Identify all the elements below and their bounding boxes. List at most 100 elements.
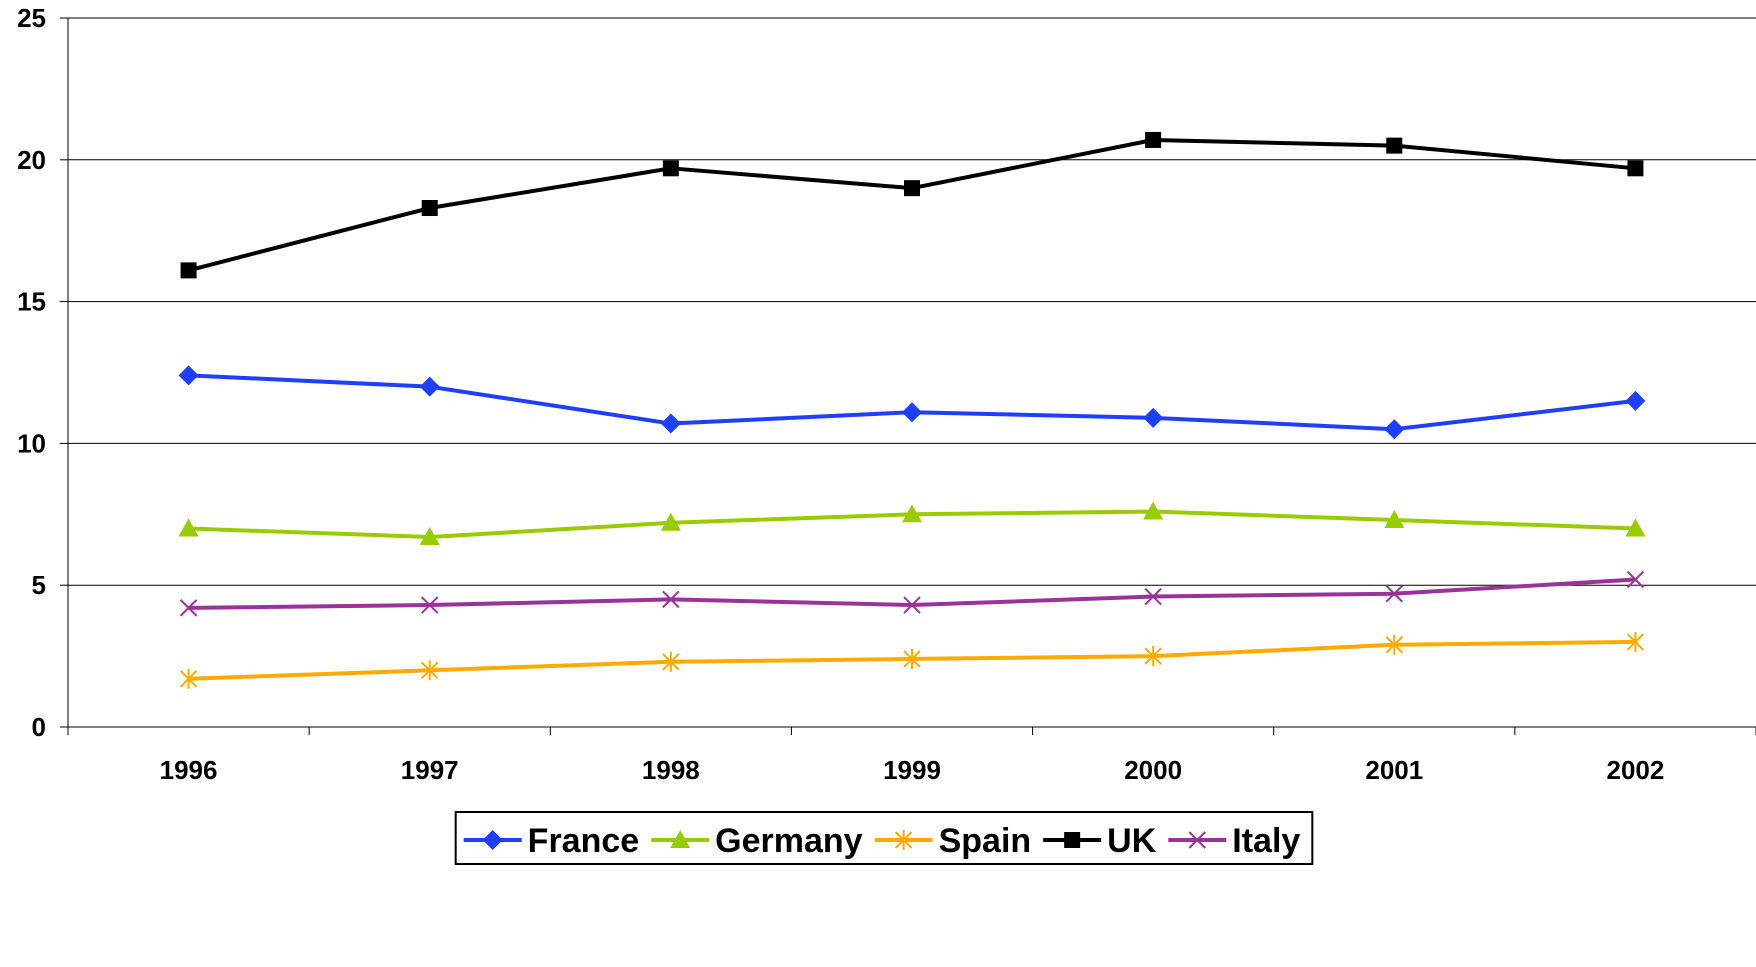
diamond-marker: [1384, 419, 1405, 440]
data-point: [421, 596, 439, 614]
data-point: [903, 596, 921, 614]
x-tick-label: 2000: [1124, 755, 1182, 785]
data-point: [179, 668, 198, 689]
square-marker: [180, 262, 197, 279]
data-point: [904, 180, 920, 197]
y-tick-label: 20: [17, 145, 46, 175]
data-point: [1625, 390, 1646, 411]
y-tick-label: 5: [32, 570, 46, 600]
data-point: [1144, 587, 1162, 606]
series-uk: [180, 131, 1644, 279]
diamond-marker: [419, 376, 440, 397]
triangle-marker: [178, 518, 199, 537]
legend-item: Spain: [874, 822, 1032, 860]
x-tick-label: 2002: [1607, 755, 1665, 785]
data-point: [178, 365, 199, 386]
square-marker: [421, 200, 438, 217]
data-point: [482, 830, 503, 850]
data-point: [421, 660, 439, 681]
data-point: [178, 518, 199, 537]
legend-label: Spain: [939, 822, 1032, 860]
data-point: [180, 262, 197, 279]
data-point: [660, 413, 681, 434]
legend-label: Italy: [1232, 822, 1300, 860]
x-marker-stroke: [1385, 585, 1403, 603]
x-tick-label: 1999: [883, 755, 941, 785]
data-point: [662, 651, 680, 672]
square-marker: [1145, 131, 1162, 148]
series-spain: [179, 631, 1645, 689]
diamond-marker: [1625, 390, 1646, 411]
x-tick-label: 1998: [642, 755, 700, 785]
legend-item: UK: [1043, 822, 1157, 860]
data-point: [662, 590, 680, 609]
diamond-marker: [482, 830, 503, 850]
x-tick-label: 1996: [160, 755, 218, 785]
data-point: [421, 200, 438, 217]
diamond-marker: [660, 413, 681, 434]
series-germany: [178, 501, 1646, 545]
x-marker-stroke: [179, 599, 198, 617]
square-marker: [1064, 832, 1081, 848]
y-tick-label: 25: [17, 3, 46, 33]
data-point: [1384, 419, 1405, 440]
data-point: [1064, 832, 1081, 848]
data-point: [1627, 160, 1644, 177]
y-tick-label: 15: [17, 287, 46, 317]
series-line: [188, 577, 1636, 610]
data-point: [1188, 831, 1206, 849]
triangle-marker: [670, 830, 691, 848]
legend-item: Italy: [1168, 822, 1300, 860]
data-point: [894, 830, 913, 850]
x-marker-stroke: [421, 596, 439, 614]
data-point: [662, 160, 679, 177]
data-point: [1385, 585, 1403, 603]
data-point: [670, 830, 691, 848]
diamond-marker: [178, 365, 199, 386]
series-france: [178, 365, 1646, 440]
triangle-marker: [902, 504, 922, 523]
diamond-marker: [1143, 407, 1164, 428]
triangle-marker: [419, 526, 440, 545]
x-marker-stroke: [662, 590, 680, 609]
data-point: [179, 599, 198, 617]
y-tick-label: 0: [32, 712, 46, 742]
legend-item: Germany: [651, 822, 863, 860]
legend-item: France: [463, 822, 640, 860]
data-point: [1143, 407, 1164, 428]
x-marker-stroke: [1188, 831, 1206, 849]
data-point: [1143, 501, 1164, 520]
square-marker: [662, 160, 679, 177]
square-marker: [1627, 160, 1644, 177]
triangle-marker: [1384, 509, 1405, 528]
data-point: [902, 402, 922, 423]
data-point: [419, 376, 440, 397]
data-point: [1386, 137, 1403, 154]
square-marker: [904, 180, 920, 197]
x-marker-stroke: [903, 596, 921, 614]
data-point: [1385, 634, 1403, 655]
data-point: [419, 526, 440, 545]
data-point: [1384, 509, 1405, 528]
data-point: [902, 504, 922, 523]
data-point: [903, 648, 921, 669]
data-point: [660, 512, 681, 531]
x-tick-label: 2001: [1365, 755, 1423, 785]
triangle-marker: [1143, 501, 1164, 520]
gridlines: [60, 17, 1756, 728]
series-italy: [179, 570, 1645, 617]
legend-label: Germany: [715, 822, 862, 860]
x-tick-label: 1997: [401, 755, 459, 785]
x-marker-stroke: [1144, 587, 1162, 606]
legend: France Germany Spain UK Italy: [454, 811, 1314, 865]
legend-label: France: [528, 822, 640, 860]
data-point: [1145, 131, 1162, 148]
x-marker-stroke: [1626, 570, 1645, 589]
diamond-marker: [902, 402, 922, 423]
data-point: [1626, 570, 1645, 589]
triangle-marker: [1625, 518, 1646, 537]
square-marker: [1386, 137, 1403, 154]
y-tick-label: 10: [17, 428, 46, 458]
